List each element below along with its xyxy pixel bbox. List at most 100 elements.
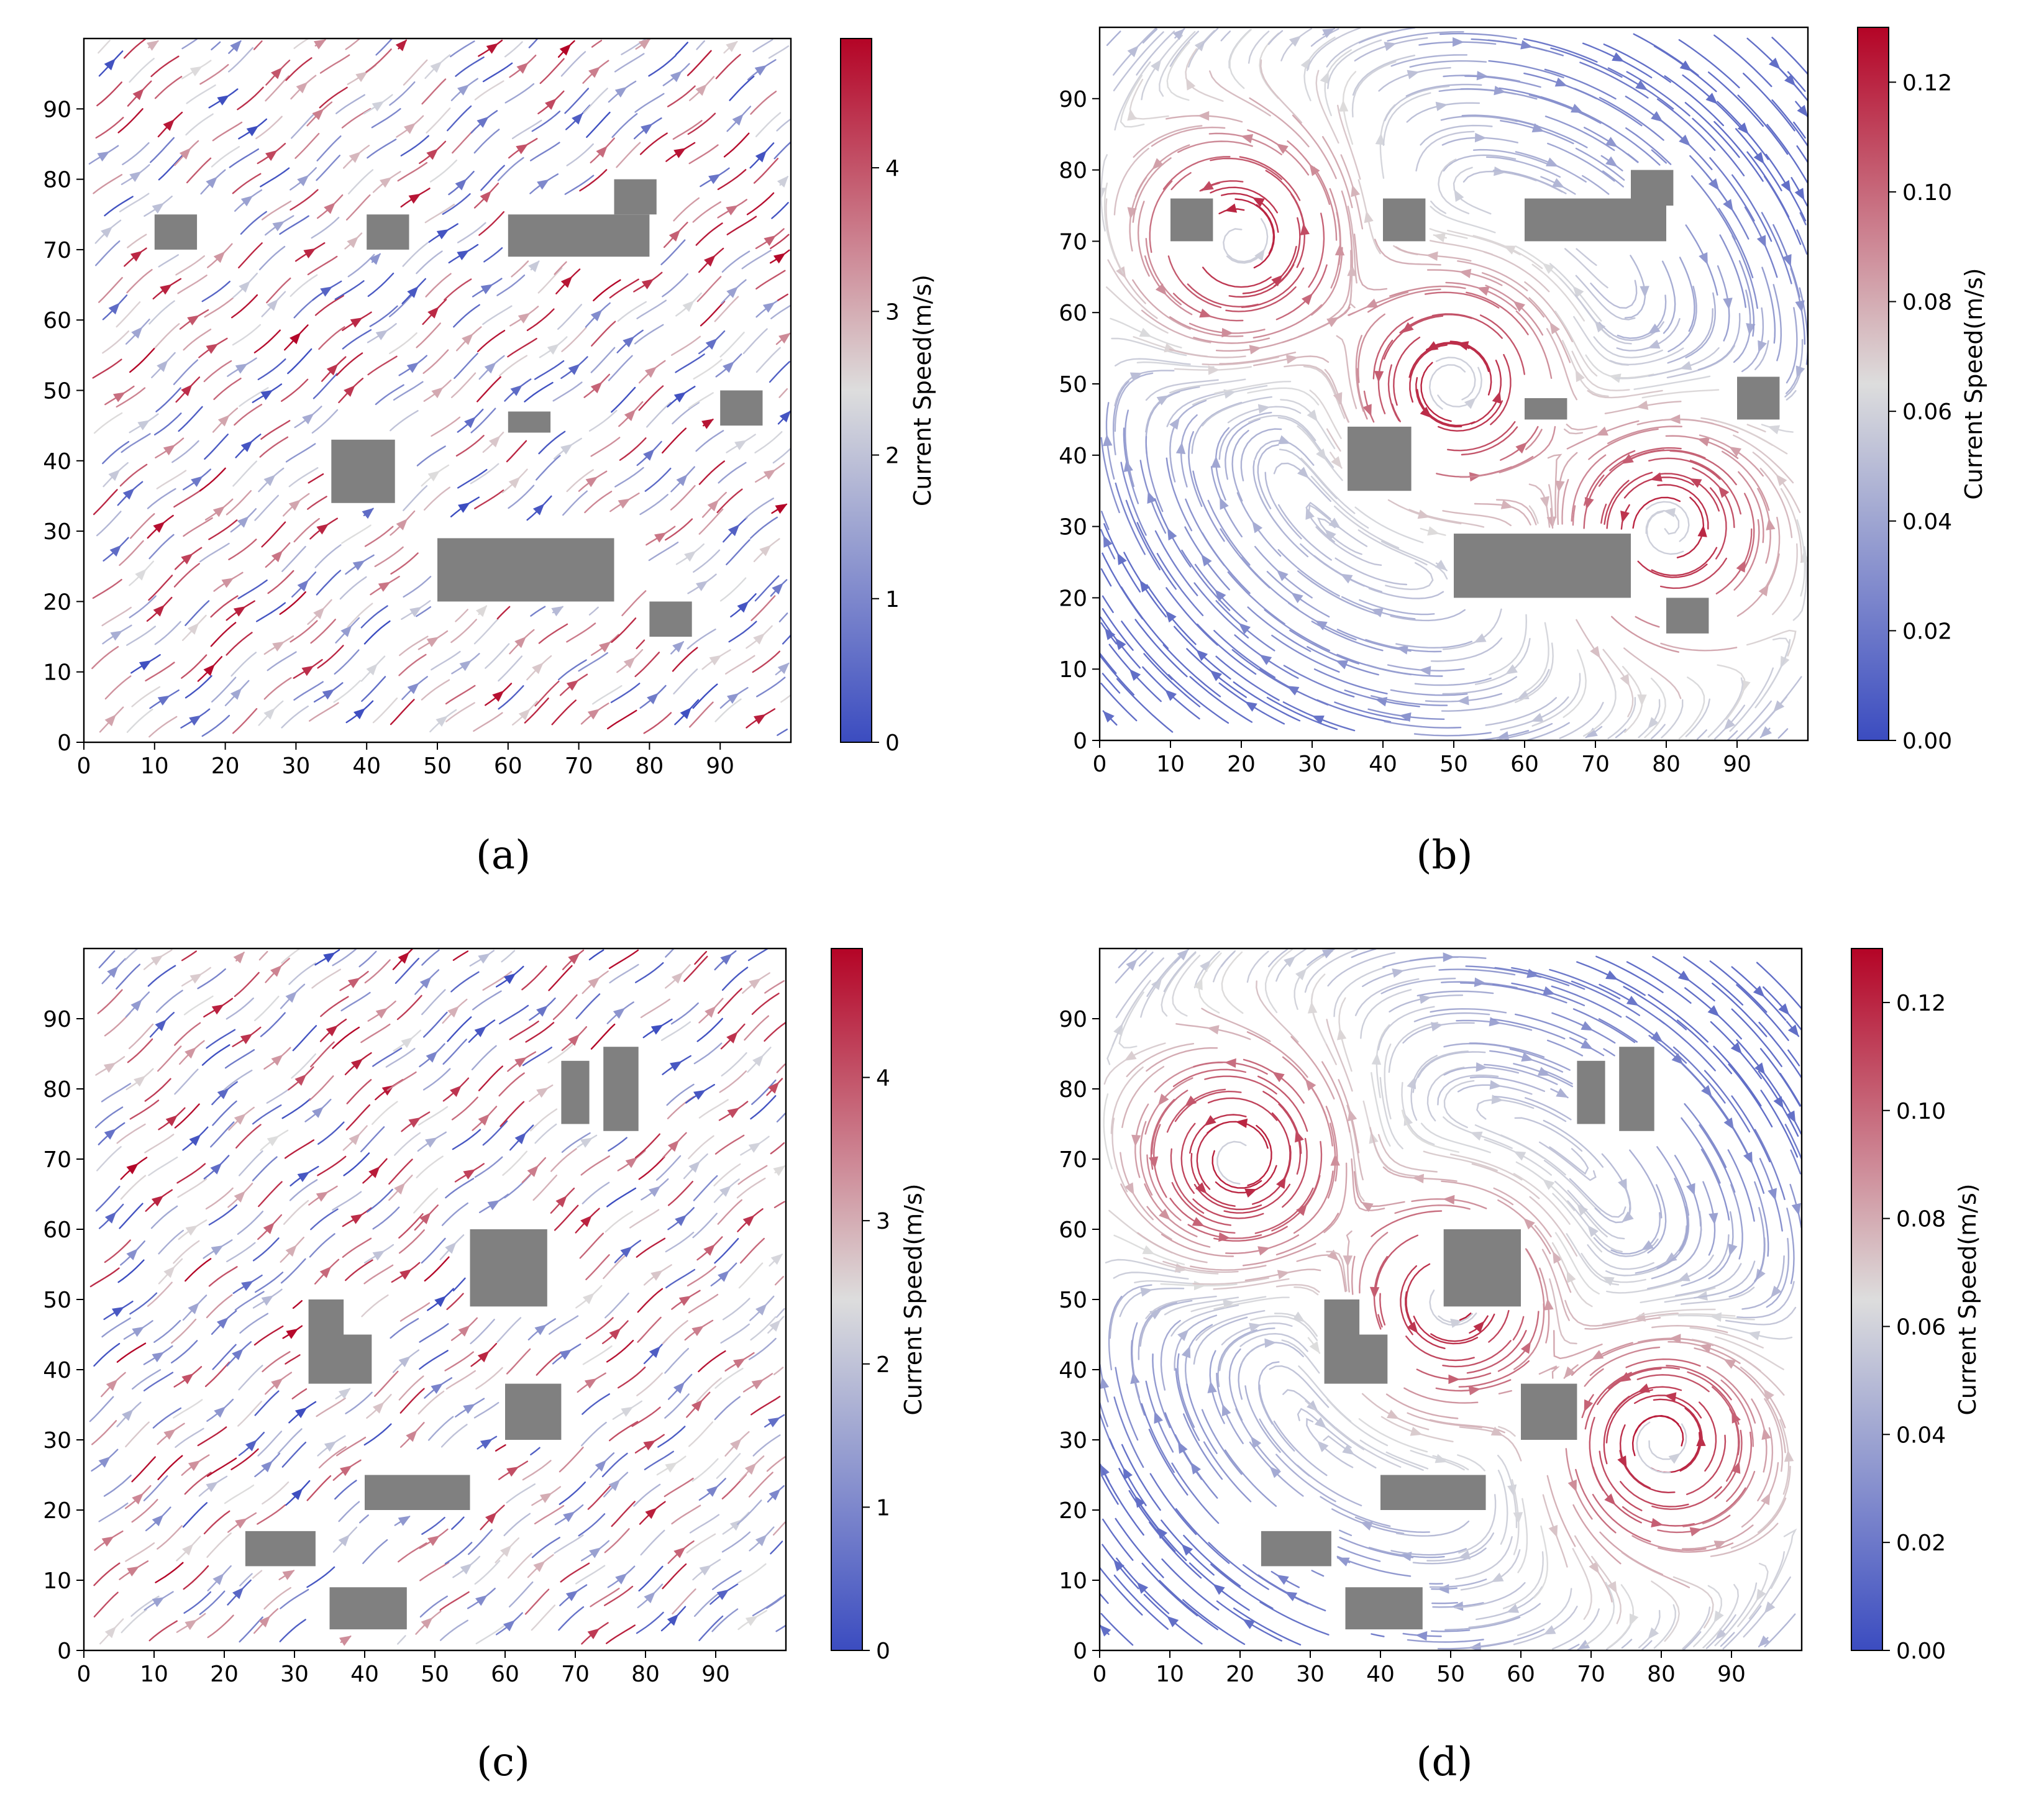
streamline <box>1326 428 1341 452</box>
streamline <box>1500 1134 1566 1176</box>
streamline <box>1429 1290 1477 1326</box>
streamline <box>263 1586 291 1610</box>
streamline <box>688 144 719 165</box>
streamline <box>1385 1393 1459 1419</box>
flow-arrow <box>241 1280 253 1291</box>
flow-arrow <box>754 65 767 76</box>
streamline <box>346 1079 372 1104</box>
flow-arrow <box>582 1293 595 1304</box>
streamline <box>316 570 342 596</box>
streamline <box>1719 234 1746 308</box>
streamline <box>1374 1234 1418 1294</box>
streamline <box>601 1452 628 1478</box>
streamline <box>1571 980 1640 1016</box>
streamline <box>1658 1019 1716 1072</box>
streamline <box>1352 55 1416 96</box>
streamline <box>634 652 660 678</box>
streamline <box>696 40 705 50</box>
streamline <box>1193 582 1249 639</box>
streamline <box>1100 568 1112 587</box>
streamline <box>1761 266 1776 344</box>
flow-arrow <box>430 61 442 73</box>
flow-arrow <box>375 1008 388 1019</box>
flow-arrow <box>755 1303 767 1316</box>
streamline <box>1100 655 1135 696</box>
x-tick-label: 30 <box>1298 752 1326 777</box>
flow-arrow <box>347 978 360 988</box>
streamline <box>643 712 672 734</box>
streamline <box>116 301 141 328</box>
streamline <box>687 1265 716 1287</box>
flow-arrow <box>566 680 579 691</box>
streamline <box>332 949 357 967</box>
streamline <box>1582 175 1610 195</box>
streamline <box>1152 1353 1171 1429</box>
flow-arrow <box>478 953 491 964</box>
flow-arrow <box>455 178 467 191</box>
streamline <box>281 949 300 964</box>
streamline <box>279 1619 306 1642</box>
flow-arrow <box>1605 156 1618 167</box>
flow-arrow <box>338 1534 350 1547</box>
flow-arrow <box>1221 1404 1231 1417</box>
streamline <box>131 1499 158 1523</box>
flow-arrow <box>1709 1312 1722 1322</box>
flow-arrow <box>362 507 374 519</box>
flow-arrow <box>779 411 791 422</box>
streamline <box>1657 484 1709 530</box>
flow-arrow <box>590 309 603 322</box>
streamline <box>174 1068 199 1095</box>
streamline <box>1590 280 1638 309</box>
flow-arrow <box>1295 968 1307 981</box>
streamline <box>1420 362 1452 422</box>
streamline <box>1141 1562 1198 1617</box>
streamline <box>126 626 156 646</box>
streamline <box>1517 1588 1572 1636</box>
streamline <box>403 59 428 86</box>
flow-arrow <box>302 413 314 425</box>
streamline <box>1115 1517 1164 1578</box>
flow-arrow <box>518 312 531 324</box>
flow-arrow <box>1384 42 1397 52</box>
streamline <box>197 1426 227 1447</box>
streamline <box>610 683 641 703</box>
flow-arrow <box>1689 1527 1702 1537</box>
flow-arrow <box>163 1429 176 1440</box>
flow-arrow <box>1224 1058 1236 1068</box>
x-tick-label: 30 <box>280 1662 309 1687</box>
streamline <box>1327 39 1382 89</box>
flow-arrow <box>638 39 651 50</box>
streamline <box>528 39 538 48</box>
streamline <box>536 455 561 481</box>
flow-arrow <box>189 715 201 726</box>
streamline <box>1733 434 1794 484</box>
streamline <box>237 1211 264 1235</box>
flow-arrow <box>395 39 408 52</box>
streamline <box>1390 609 1466 622</box>
streamline <box>1121 1066 1165 1129</box>
flow-arrow <box>1339 99 1349 112</box>
streamline <box>186 157 212 184</box>
streamline <box>504 83 535 104</box>
streamline <box>201 714 230 737</box>
streamline <box>258 1181 283 1208</box>
flow-arrow <box>1699 1344 1712 1354</box>
streamline <box>399 1302 431 1322</box>
flow-arrow <box>126 1249 138 1260</box>
streamline <box>611 617 637 644</box>
streamline <box>1459 455 1534 478</box>
streamline <box>1132 279 1191 330</box>
streamline <box>1166 587 1218 646</box>
flow-arrow <box>623 657 636 669</box>
streamline <box>508 485 535 509</box>
streamline <box>1120 1183 1172 1240</box>
streamline <box>772 447 791 464</box>
streamline <box>502 1150 528 1176</box>
flow-arrow <box>1342 1444 1355 1455</box>
streamline <box>1593 336 1663 358</box>
streamline <box>1351 61 1397 118</box>
streamline <box>609 278 639 299</box>
streamline <box>1543 1070 1573 1085</box>
flow-arrow <box>1213 1583 1225 1595</box>
streamline <box>153 1319 181 1343</box>
